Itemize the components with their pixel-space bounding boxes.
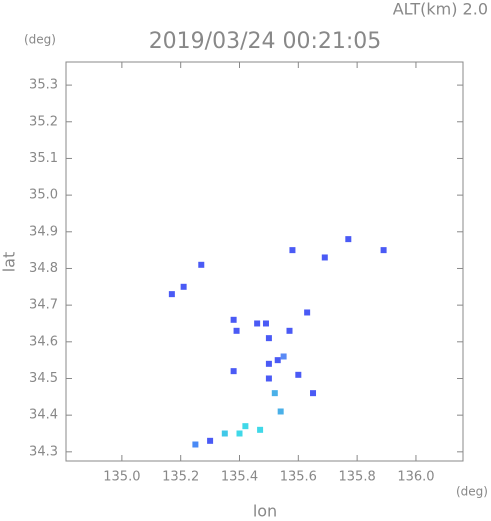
echo <box>242 423 249 430</box>
y-tick-label: 34.5 <box>29 371 58 386</box>
y-axis-label: lat <box>0 252 19 273</box>
plot-frame <box>65 61 464 462</box>
echo <box>265 360 272 367</box>
echo <box>233 327 240 334</box>
x-tick-label: 135.6 <box>280 470 317 485</box>
echo <box>168 291 175 298</box>
x-tick-label: 135.4 <box>221 470 258 485</box>
echo <box>345 236 352 243</box>
echo <box>274 357 281 364</box>
echo <box>265 335 272 342</box>
echo <box>221 430 228 437</box>
subtitle: ALT(km) 2.0 <box>393 0 488 19</box>
y-tick-label: 35.0 <box>29 188 58 203</box>
y-tick-label: 34.4 <box>29 408 58 423</box>
echo <box>265 375 272 382</box>
x-tick-label: 135.0 <box>103 470 140 485</box>
echo <box>277 408 284 415</box>
chart-title: 2019/03/24 00:21:05 <box>149 29 382 54</box>
echo <box>230 368 237 375</box>
x-unit: (deg) <box>456 485 488 499</box>
echo <box>207 437 214 444</box>
echo <box>380 247 387 254</box>
echo <box>310 390 317 397</box>
echo <box>230 316 237 323</box>
x-tick-label: 136.0 <box>397 470 434 485</box>
y-tick-label: 35.1 <box>29 151 58 166</box>
echo <box>257 426 264 433</box>
y-tick-label: 34.6 <box>29 334 58 349</box>
y-tick-label: 34.7 <box>29 298 58 313</box>
y-tick-label: 35.3 <box>29 78 58 93</box>
echo <box>254 320 261 327</box>
echo <box>236 430 243 437</box>
y-tick-label: 34.9 <box>29 224 58 239</box>
y-tick-label: 34.8 <box>29 261 58 276</box>
echo <box>180 283 187 290</box>
echo <box>198 261 205 268</box>
echo <box>304 309 311 316</box>
echo <box>321 254 328 261</box>
echo <box>295 371 302 378</box>
x-tick-label: 135.8 <box>339 470 376 485</box>
x-tick-label: 135.2 <box>162 470 199 485</box>
x-axis-label: lon <box>253 502 277 521</box>
echo <box>271 390 278 397</box>
y-tick-label: 34.3 <box>29 444 58 459</box>
echo <box>262 320 269 327</box>
echo <box>286 327 293 334</box>
echo <box>289 247 296 254</box>
echo <box>192 441 199 448</box>
y-unit: (deg) <box>24 33 56 47</box>
echo <box>280 353 287 360</box>
y-tick-label: 35.2 <box>29 114 58 129</box>
